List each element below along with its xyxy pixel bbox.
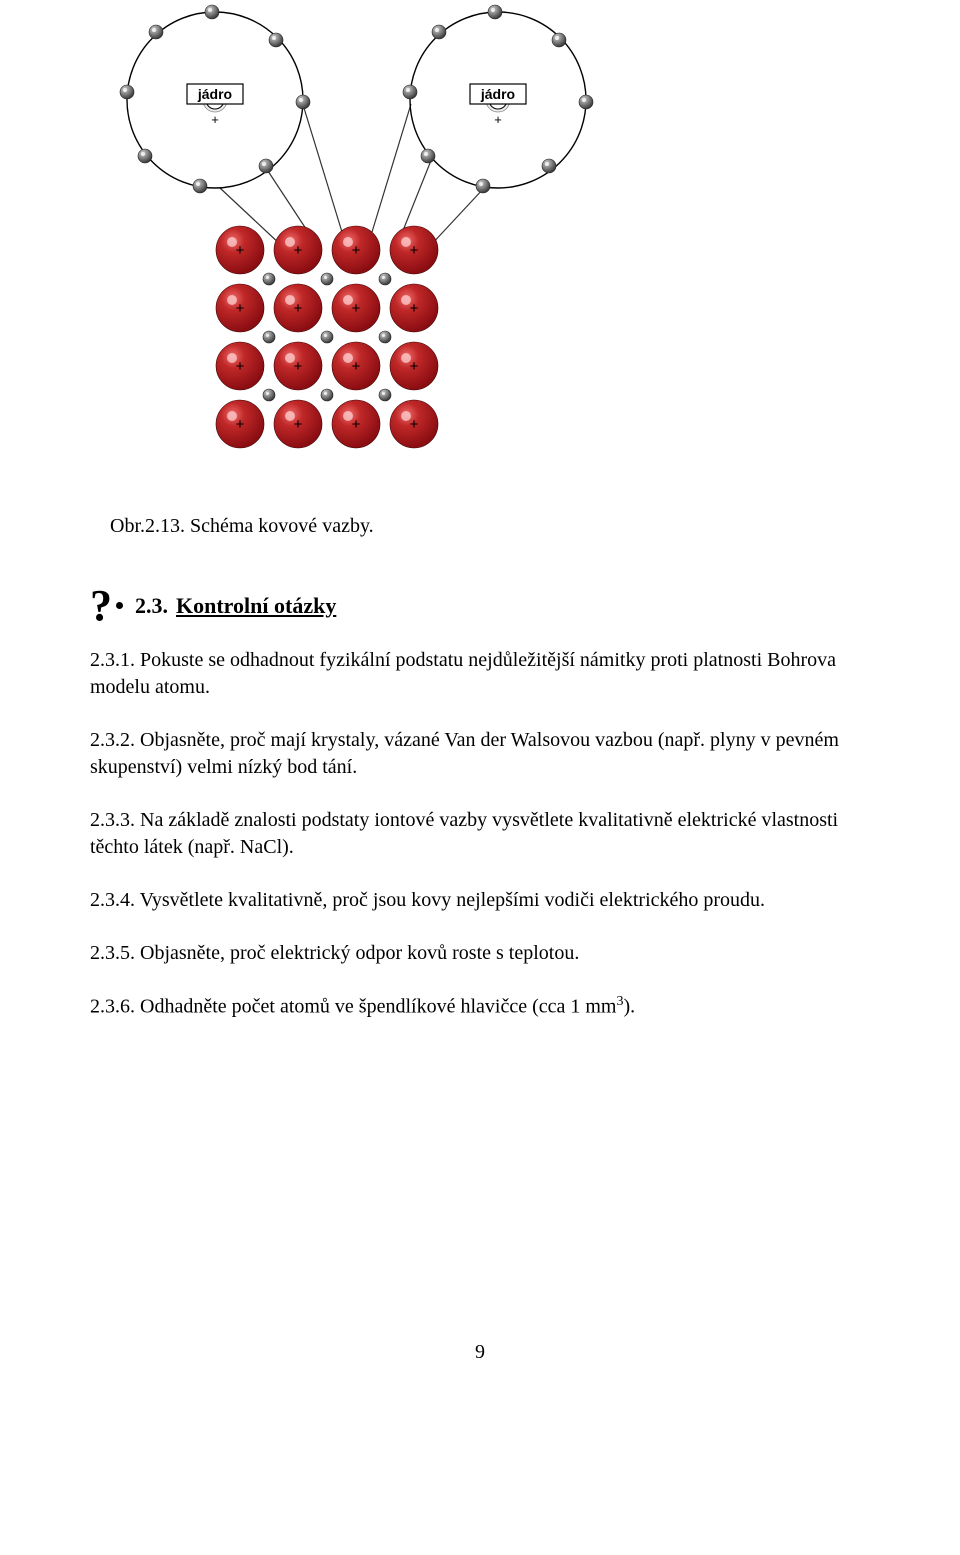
- svg-text:+: +: [236, 358, 245, 375]
- question-4: 2.3.4. Vysvětlete kvalitativně, proč jso…: [90, 887, 870, 914]
- svg-text:+: +: [236, 416, 245, 433]
- svg-text:+: +: [294, 358, 303, 375]
- svg-text:+: +: [410, 358, 419, 375]
- question-3: 2.3.3. Na základě znalosti podstaty iont…: [90, 807, 870, 861]
- svg-text:+: +: [352, 416, 361, 433]
- svg-text:+: +: [236, 242, 245, 259]
- svg-text:+: +: [494, 112, 502, 127]
- svg-text:+: +: [410, 242, 419, 259]
- svg-text:+: +: [236, 300, 245, 317]
- question-5: 2.3.5. Objasněte, proč elektrický odpor …: [90, 940, 870, 967]
- svg-text:+: +: [410, 416, 419, 433]
- question-6: 2.3.6. Odhadněte počet atomů ve špendlík…: [90, 993, 870, 1021]
- page-number: 9: [90, 1341, 870, 1364]
- question-mark-icon: ?: [90, 588, 110, 623]
- figure-caption: Obr.2.13. Schéma kovové vazby.: [110, 515, 870, 538]
- bullet-icon: [116, 602, 123, 609]
- section-number: 2.3.: [135, 593, 168, 619]
- svg-text:+: +: [352, 242, 361, 259]
- question-2: 2.3.2. Objasněte, proč mají krystaly, vá…: [90, 727, 870, 781]
- svg-text:+: +: [294, 242, 303, 259]
- section-title: Kontrolní otázky: [176, 593, 336, 619]
- svg-text:+: +: [294, 416, 303, 433]
- section-heading: ? 2.3. Kontrolní otázky: [90, 588, 870, 623]
- svg-text:jádro: jádro: [480, 86, 515, 102]
- svg-text:+: +: [352, 300, 361, 317]
- svg-text:+: +: [410, 300, 419, 317]
- question-1: 2.3.1. Pokuste se odhadnout fyzikální po…: [90, 647, 870, 701]
- svg-text:+: +: [352, 358, 361, 375]
- svg-text:+: +: [211, 112, 219, 127]
- svg-text:jádro: jádro: [197, 86, 232, 102]
- metallic-bond-diagram: + jádro + jádro + + + + + + + + + + + + + + + +: [100, 0, 600, 485]
- svg-text:+: +: [294, 300, 303, 317]
